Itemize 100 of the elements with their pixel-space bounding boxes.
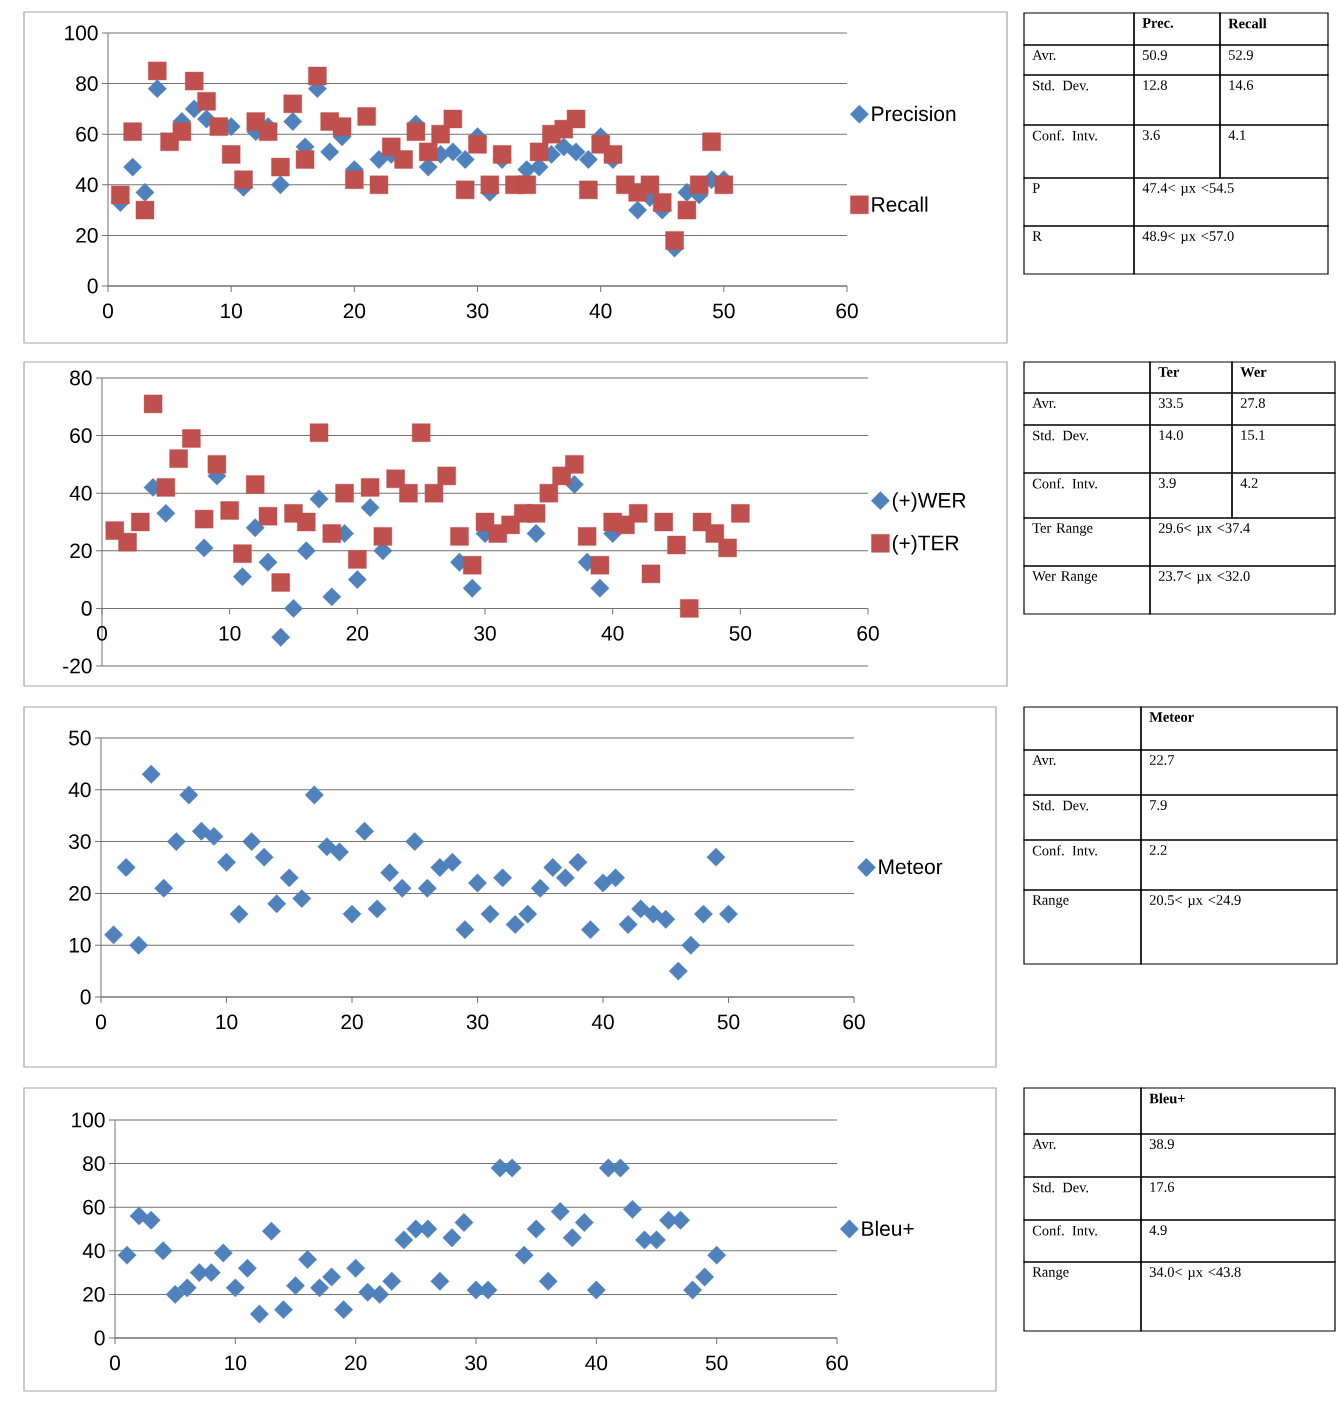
point bbox=[233, 544, 252, 563]
point bbox=[437, 466, 456, 486]
point bbox=[455, 180, 475, 200]
point bbox=[156, 478, 176, 497]
point bbox=[309, 489, 329, 509]
legend-label: Bleu+ bbox=[862, 1220, 914, 1237]
category-label: Wer Range bbox=[1032, 571, 1098, 584]
y-tick-label: 60 bbox=[83, 1199, 105, 1215]
text: 52.9 bbox=[1229, 50, 1253, 60]
category-label: Ter Range bbox=[1032, 523, 1093, 536]
x-tick-label: 60 bbox=[836, 303, 858, 319]
point bbox=[317, 837, 337, 857]
point bbox=[123, 122, 142, 141]
category-label: Conf. Intv. bbox=[1032, 1225, 1097, 1236]
point bbox=[194, 538, 214, 558]
x-tick-label: 30 bbox=[466, 1014, 489, 1030]
point bbox=[631, 899, 651, 919]
point bbox=[430, 858, 450, 877]
point bbox=[643, 904, 663, 924]
point bbox=[695, 1267, 715, 1287]
point bbox=[653, 193, 672, 212]
x-tick-label: 10 bbox=[221, 303, 242, 319]
text: 34.0< µx <43.8 bbox=[1149, 1267, 1241, 1280]
category-label: Std. Dev. bbox=[1033, 80, 1089, 91]
point bbox=[367, 899, 387, 919]
point bbox=[530, 878, 550, 898]
point bbox=[267, 894, 287, 914]
point bbox=[566, 142, 586, 162]
text: 4.2 bbox=[1240, 478, 1258, 488]
category-label: Meteor bbox=[1149, 712, 1194, 722]
point bbox=[719, 904, 738, 924]
point bbox=[322, 1267, 341, 1287]
category-label: Range bbox=[1032, 895, 1069, 908]
point bbox=[665, 231, 684, 250]
y-tick-label: 20 bbox=[70, 543, 92, 559]
text: 38.9 bbox=[1149, 1139, 1174, 1149]
point bbox=[590, 578, 610, 598]
point bbox=[683, 1280, 702, 1300]
point bbox=[706, 847, 726, 867]
point bbox=[310, 1278, 329, 1298]
point bbox=[417, 878, 437, 898]
text: 33.5 bbox=[1158, 398, 1183, 408]
point bbox=[322, 524, 341, 543]
point bbox=[370, 1285, 390, 1304]
text: 23.7< µx <32.0 bbox=[1158, 571, 1250, 584]
point bbox=[172, 122, 192, 141]
text: 14.0 bbox=[1159, 430, 1183, 440]
y-tick-label: 0 bbox=[94, 1330, 105, 1346]
text: 48.9< µx <57.0 bbox=[1142, 231, 1234, 244]
point bbox=[346, 1258, 366, 1278]
category-label: Conf. Intv. bbox=[1032, 845, 1097, 856]
point bbox=[237, 1258, 257, 1278]
point bbox=[623, 1199, 642, 1219]
point bbox=[411, 423, 431, 442]
point bbox=[185, 71, 204, 91]
point bbox=[225, 1278, 245, 1298]
point bbox=[529, 142, 549, 162]
point bbox=[166, 832, 186, 851]
point bbox=[656, 909, 676, 929]
point bbox=[182, 429, 201, 448]
y-tick-label: 100 bbox=[72, 1112, 105, 1128]
point bbox=[538, 1271, 558, 1291]
point bbox=[271, 573, 290, 592]
category-label: R bbox=[1032, 231, 1042, 241]
text: 4.9 bbox=[1149, 1225, 1167, 1235]
point bbox=[357, 107, 376, 126]
point bbox=[274, 1300, 293, 1320]
point bbox=[292, 889, 312, 908]
category-label: Ter bbox=[1158, 367, 1180, 377]
point bbox=[514, 1245, 534, 1265]
text: 3.9 bbox=[1158, 478, 1176, 488]
point bbox=[217, 852, 236, 872]
point bbox=[131, 512, 150, 532]
point bbox=[405, 832, 425, 851]
text: 4.1 bbox=[1228, 130, 1246, 140]
point bbox=[382, 1271, 402, 1291]
point bbox=[517, 175, 536, 194]
x-tick-label: 10 bbox=[219, 625, 241, 641]
point bbox=[177, 1278, 197, 1298]
y-tick-label: 100 bbox=[65, 25, 98, 41]
point bbox=[373, 527, 393, 546]
category-label: Conf. Intv. bbox=[1032, 478, 1097, 489]
text: 2.2 bbox=[1149, 845, 1167, 855]
point bbox=[641, 564, 661, 584]
point bbox=[690, 175, 709, 194]
point bbox=[394, 1230, 414, 1250]
point bbox=[526, 524, 546, 543]
point bbox=[207, 455, 227, 474]
point bbox=[667, 535, 686, 555]
text: 17.6 bbox=[1150, 1182, 1175, 1192]
point bbox=[262, 1221, 281, 1241]
point bbox=[309, 423, 329, 442]
point bbox=[320, 142, 340, 162]
point bbox=[714, 175, 734, 194]
category-label: P bbox=[1032, 183, 1040, 193]
y-tick-label: 20 bbox=[69, 885, 91, 901]
point bbox=[116, 858, 136, 877]
point bbox=[468, 873, 487, 893]
y-tick-label: 0 bbox=[80, 989, 91, 1005]
point bbox=[443, 142, 463, 162]
